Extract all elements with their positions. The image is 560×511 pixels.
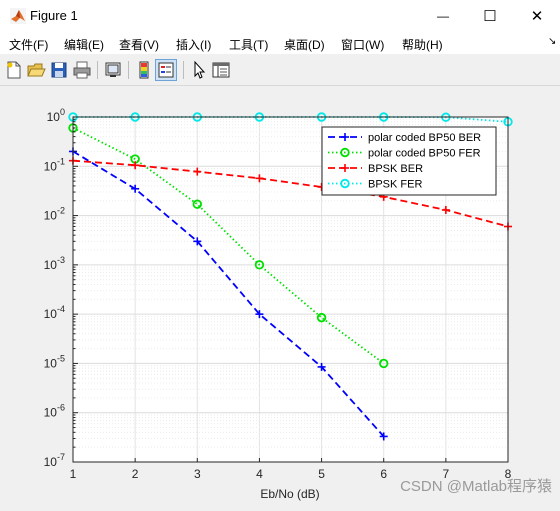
watermark-text: CSDN @Matlab程序猿	[400, 478, 552, 495]
x-tick-label: 5	[318, 467, 325, 481]
legend-label: BPSK BER	[368, 163, 423, 175]
menu-insert[interactable]: 插入(I)	[176, 38, 212, 52]
plus-marker	[317, 362, 326, 371]
x-tick-label: 2	[132, 467, 139, 481]
plus-marker	[255, 310, 264, 319]
chart-svg: 1 2 3 4 5 6 7 810010-110-210-310-410-510-610-7 …	[44, 107, 552, 501]
title-bar: Figure 1 — ☐ ✕	[0, 0, 560, 32]
toolbar	[0, 55, 560, 86]
x-tick-label: 8	[505, 467, 512, 481]
legend-entry[interactable]: BPSK FER	[328, 179, 422, 191]
axis-ticks: 1 2 3 4 5 6 7 8 100 10-1 10-2 10-3 10-4 10-5 10-6 10-7	[44, 107, 512, 481]
y-tick-label: 100	[47, 107, 65, 124]
minimize-button[interactable]: —	[420, 0, 466, 32]
maximize-button[interactable]: ☐	[467, 0, 513, 32]
circle-marker	[316, 312, 327, 323]
plot-frame	[72, 116, 509, 463]
minimize-icon: —	[437, 9, 449, 23]
legend[interactable]: polar coded BP50 BER polar coded BP50 FER…	[321, 126, 497, 196]
circle-marker	[192, 199, 202, 209]
circle-marker	[340, 147, 350, 158]
plus-marker	[255, 174, 264, 183]
legend-box	[321, 126, 497, 196]
figure-canvas: 1 2 3 4 5 6 7 8 100 10-1 10-2 10-3 10-4 10-5 10-6 10-7 …	[0, 86, 560, 506]
series-1	[69, 147, 388, 441]
legend-label: polar coded BP50 BER	[368, 132, 481, 144]
y-tick-label: 10-5	[44, 353, 65, 370]
menu-view[interactable]: 查看(V)	[119, 38, 159, 52]
save-icon[interactable]	[49, 60, 69, 80]
property-editor-icon[interactable]	[211, 60, 231, 80]
plus-marker	[441, 205, 450, 214]
series-line	[72, 150, 385, 437]
y-tick-label: 10-1	[44, 156, 65, 173]
open-file-icon[interactable]	[26, 60, 46, 80]
y-tick-label: 10-7	[44, 452, 65, 469]
pointer-icon[interactable]	[189, 60, 209, 80]
menu-tools[interactable]: 工具(T)	[229, 38, 269, 52]
y-tick-label: 10-6	[44, 403, 65, 420]
legend-icon[interactable]	[155, 59, 177, 81]
close-button[interactable]: ✕	[514, 0, 560, 32]
legend-entry[interactable]: BPSK BER	[328, 163, 423, 175]
circle-marker	[254, 260, 265, 270]
toolbar-separator	[128, 61, 129, 79]
x-tick-label: 6	[380, 467, 387, 481]
new-figure-icon[interactable]	[4, 60, 24, 80]
plus-marker	[341, 133, 349, 141]
series-line	[72, 159, 509, 228]
window-title: Figure 1	[30, 8, 78, 23]
y-tick-label: 10-4	[44, 304, 65, 321]
link-plot-icon[interactable]	[103, 60, 123, 80]
legend-entry[interactable]: polar coded BP50 FER	[328, 148, 481, 160]
plus-marker	[131, 184, 140, 193]
maximize-icon: ☐	[483, 8, 497, 25]
legend-label: BPSK FER	[368, 179, 422, 191]
x-tick-label: 3	[194, 467, 201, 481]
legend-label: polar coded BP50 FER	[368, 148, 481, 160]
x-axis-label: Eb/No (dB)	[260, 487, 319, 501]
y-tick-label: 10-2	[44, 206, 65, 223]
menu-edit[interactable]: 编辑(E)	[64, 38, 104, 52]
plus-marker	[193, 167, 202, 176]
menu-dock-arrow-icon[interactable]: ↘	[548, 36, 557, 47]
colorbar-icon[interactable]	[134, 60, 154, 80]
menu-desktop[interactable]: 桌面(D)	[284, 38, 325, 52]
menu-window[interactable]: 窗口(W)	[341, 38, 385, 52]
x-tick-label: 7	[443, 467, 450, 481]
toolbar-separator	[97, 61, 98, 79]
print-icon[interactable]	[72, 60, 92, 80]
plus-marker	[379, 432, 388, 441]
toolbar-separator	[183, 61, 184, 79]
circle-marker	[379, 358, 389, 369]
x-tick-label: 4	[256, 467, 263, 481]
close-icon: ✕	[530, 8, 544, 25]
circle-marker	[340, 178, 350, 189]
legend-entry[interactable]: polar coded BP50 BER	[328, 132, 481, 144]
matlab-logo-icon	[10, 8, 26, 24]
menu-bar: 文件(F) 编辑(E) 查看(V) 插入(I) 工具(T) 桌面(D) 窗口(W…	[0, 32, 560, 54]
y-tick-label: 10-3	[44, 255, 65, 272]
plus-marker	[193, 237, 202, 246]
menu-file[interactable]: 文件(F)	[9, 38, 49, 52]
menu-help[interactable]: 帮助(H)	[402, 38, 443, 52]
x-tick-label: 1	[70, 467, 77, 481]
plus-marker	[341, 164, 349, 172]
plus-marker	[131, 161, 140, 170]
